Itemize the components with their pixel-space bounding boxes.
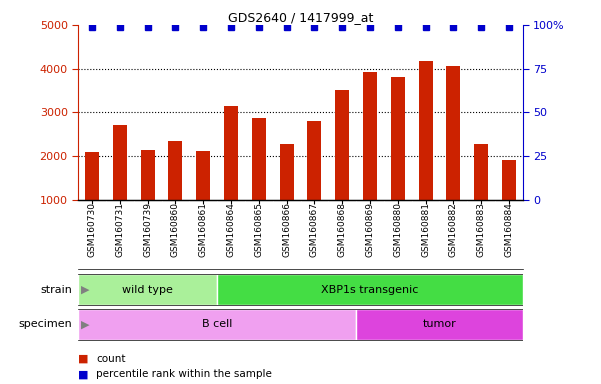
Bar [113, 126, 127, 200]
Text: GSM160864: GSM160864 [227, 202, 236, 257]
Text: GSM160731: GSM160731 [115, 202, 124, 257]
Text: GSM160866: GSM160866 [282, 202, 291, 257]
Text: GSM160739: GSM160739 [143, 202, 152, 257]
Text: strain: strain [40, 285, 72, 295]
Bar [363, 72, 377, 200]
Bar [168, 141, 182, 200]
Bar [419, 61, 433, 200]
Text: GSM160861: GSM160861 [199, 202, 208, 257]
Bar [308, 121, 322, 200]
Bar [224, 106, 238, 200]
Bar [279, 144, 293, 200]
Bar [141, 150, 154, 200]
Bar [356, 309, 523, 340]
Bar [78, 309, 356, 340]
Text: GSM160881: GSM160881 [421, 202, 430, 257]
Bar [474, 144, 488, 200]
Title: GDS2640 / 1417999_at: GDS2640 / 1417999_at [228, 11, 373, 24]
Text: GSM160867: GSM160867 [310, 202, 319, 257]
Bar [335, 91, 349, 200]
Text: GSM160883: GSM160883 [477, 202, 486, 257]
Bar [502, 160, 516, 200]
Bar [197, 151, 210, 200]
Text: B cell: B cell [202, 319, 233, 329]
Text: ■: ■ [78, 369, 88, 379]
Text: tumor: tumor [423, 319, 456, 329]
Text: GSM160884: GSM160884 [504, 202, 513, 257]
Text: GSM160865: GSM160865 [254, 202, 263, 257]
Text: ■: ■ [78, 354, 88, 364]
Text: XBP1s transgenic: XBP1s transgenic [322, 285, 419, 295]
Text: wild type: wild type [122, 285, 173, 295]
Bar [78, 274, 217, 306]
Text: GSM160882: GSM160882 [449, 202, 458, 257]
Text: count: count [96, 354, 126, 364]
Bar [85, 152, 99, 200]
Text: GSM160730: GSM160730 [88, 202, 97, 257]
Bar [391, 76, 404, 200]
Text: specimen: specimen [19, 319, 72, 329]
Text: ▶: ▶ [81, 285, 90, 295]
Text: GSM160868: GSM160868 [338, 202, 347, 257]
Text: percentile rank within the sample: percentile rank within the sample [96, 369, 272, 379]
Bar [217, 274, 523, 306]
Text: ▶: ▶ [81, 319, 90, 329]
Bar [447, 66, 460, 200]
Text: GSM160880: GSM160880 [393, 202, 402, 257]
Text: GSM160869: GSM160869 [365, 202, 374, 257]
Text: GSM160860: GSM160860 [171, 202, 180, 257]
Bar [252, 118, 266, 200]
